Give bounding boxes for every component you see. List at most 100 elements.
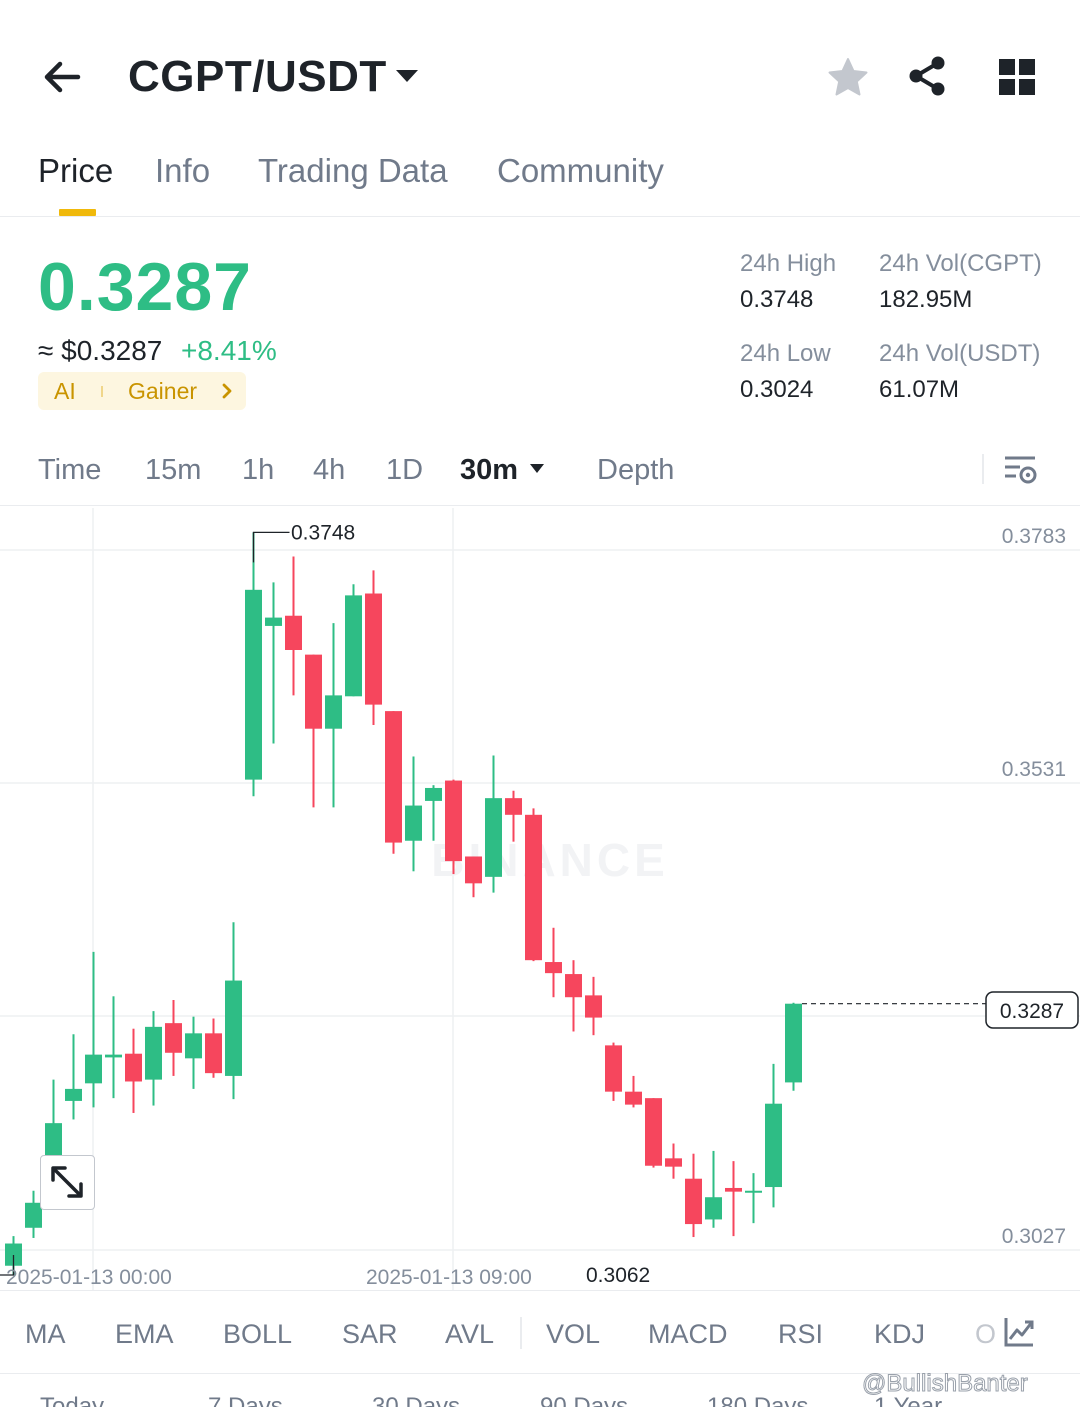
candle-body xyxy=(645,1098,662,1166)
stat-high-label: 24h High xyxy=(740,250,837,277)
price-chart[interactable]: BINANCE 0.3783 0.3531 0.3027 2025-01-13 … xyxy=(0,508,1080,1290)
candle-down xyxy=(505,790,522,842)
credit-watermark: @BullishBanter xyxy=(862,1370,1029,1398)
period-90-days[interactable]: 90 Days xyxy=(540,1393,629,1407)
candle-body xyxy=(705,1197,722,1220)
candle-body xyxy=(525,814,542,961)
chevron-right-icon xyxy=(218,382,236,400)
pair-title[interactable]: CGPT/USDT xyxy=(128,52,387,101)
expand-icon[interactable] xyxy=(40,1155,95,1210)
tag-badge[interactable]: AI Gainer xyxy=(38,372,246,410)
candle-up xyxy=(225,922,242,1100)
period-30-days[interactable]: 30 Days xyxy=(372,1393,461,1407)
candle-down xyxy=(565,960,582,1032)
candle-up xyxy=(25,1190,42,1238)
candle-body xyxy=(325,695,342,729)
candle-up xyxy=(765,1063,782,1208)
timeframe-15m[interactable]: 15m xyxy=(145,454,202,486)
timeframe-depth[interactable]: Depth xyxy=(597,454,675,486)
period-1-year[interactable]: 1 Year xyxy=(874,1393,943,1407)
indicator-kdj[interactable]: KDJ xyxy=(874,1319,926,1349)
stat-low-value: 0.3024 xyxy=(740,376,814,403)
candle-body xyxy=(425,787,442,801)
share-icon[interactable] xyxy=(906,54,950,98)
candle-body xyxy=(145,1026,162,1080)
last-price-tag-label: 0.3287 xyxy=(1000,1000,1064,1023)
tab-trading-data[interactable]: Trading Data xyxy=(258,152,448,189)
max-price-leader xyxy=(252,531,290,563)
timeframe-30m[interactable]: 30m xyxy=(460,454,519,486)
candle-up xyxy=(325,623,342,808)
candle-up xyxy=(745,1173,762,1224)
candle-down xyxy=(725,1161,742,1237)
candle-body xyxy=(765,1103,782,1188)
candle-up xyxy=(265,582,282,744)
period-180-days[interactable]: 180 Days xyxy=(707,1393,809,1407)
candle-body xyxy=(405,805,422,841)
indicator-sar[interactable]: SAR xyxy=(342,1319,398,1349)
grid-icon[interactable] xyxy=(996,56,1038,98)
candle-up xyxy=(705,1150,722,1228)
stat-vol-base-label: 24h Vol(CGPT) xyxy=(879,250,1042,277)
active-tab-indicator xyxy=(59,209,96,216)
candle-body xyxy=(185,1033,202,1059)
stat-vol-quote-value: 61.07M xyxy=(879,376,960,403)
divider xyxy=(520,1317,522,1349)
candle-body xyxy=(25,1202,42,1228)
timeframe-4h[interactable]: 4h xyxy=(313,454,346,486)
stat-vol-base-value: 182.95M xyxy=(879,286,973,313)
tab-info[interactable]: Info xyxy=(155,152,211,189)
candle-body xyxy=(785,1003,802,1083)
timeframe-1d[interactable]: 1D xyxy=(386,454,424,486)
star-icon[interactable] xyxy=(826,56,870,100)
y-tick-label: 0.3783 xyxy=(1002,525,1066,548)
indicator-chart-icon[interactable] xyxy=(1002,1315,1036,1349)
y-tick-label: 0.3027 xyxy=(1002,1225,1066,1248)
last-price: 0.3287 xyxy=(38,249,252,325)
indicator-rsi[interactable]: RSI xyxy=(778,1319,824,1349)
candlestick-chart[interactable]: BINANCE 0.3783 0.3531 0.3027 2025-01-13 … xyxy=(0,508,1080,1290)
chart-labels: 0.3783 0.3531 0.3027 2025-01-13 00:00 20… xyxy=(6,521,1079,1289)
candle-up xyxy=(185,1016,202,1089)
top-bar: CGPT/USDT xyxy=(0,0,1080,150)
candle-down xyxy=(585,976,602,1036)
price-change-percent: +8.41% xyxy=(181,335,277,366)
timeframe-1h[interactable]: 1h xyxy=(242,454,275,486)
candle-body xyxy=(625,1091,642,1105)
tab-price[interactable]: Price xyxy=(38,152,114,189)
chart-settings-icon[interactable] xyxy=(1002,452,1038,488)
indicator-vol[interactable]: VOL xyxy=(546,1319,601,1349)
indicator-boll[interactable]: BOLL xyxy=(223,1319,293,1349)
candle-body xyxy=(125,1053,142,1082)
period-today[interactable]: Today xyxy=(40,1393,105,1407)
candle-up xyxy=(65,1034,82,1120)
chevron-down-icon[interactable] xyxy=(392,62,422,92)
candle-down xyxy=(445,779,462,875)
x-tick-label: 2025-01-13 00:00 xyxy=(6,1266,172,1289)
indicator-macd[interactable]: MACD xyxy=(648,1319,728,1349)
candle-body xyxy=(485,798,502,877)
candle-body xyxy=(265,617,282,626)
indicator-more[interactable]: O xyxy=(975,1319,997,1349)
tab-community[interactable]: Community xyxy=(497,152,664,189)
fiat-price: ≈ $0.3287 xyxy=(38,335,163,366)
period-7-days[interactable]: 7 Days xyxy=(208,1393,283,1407)
indicator-ema[interactable]: EMA xyxy=(115,1319,174,1349)
candle-body xyxy=(285,615,302,650)
chevron-down-icon[interactable] xyxy=(528,462,546,476)
candle-body xyxy=(465,856,482,884)
candle-up xyxy=(85,951,102,1108)
candle-body xyxy=(565,974,582,998)
timeframe-time[interactable]: Time xyxy=(38,454,102,486)
arrow-left-icon[interactable] xyxy=(38,52,88,102)
period-bar: Today 7 Days 30 Days 90 Days 180 Days 1 … xyxy=(0,1375,1080,1407)
candle-body xyxy=(725,1187,742,1192)
indicator-ma[interactable]: MA xyxy=(25,1319,66,1349)
tab-bar: Price Info Trading Data Community xyxy=(0,140,1080,217)
candle-up xyxy=(105,996,122,1099)
max-price-label: 0.3748 xyxy=(291,521,355,544)
indicator-avl[interactable]: AVL xyxy=(445,1319,495,1349)
divider xyxy=(982,454,984,484)
candle-body xyxy=(685,1178,702,1225)
candle-body xyxy=(5,1243,22,1266)
